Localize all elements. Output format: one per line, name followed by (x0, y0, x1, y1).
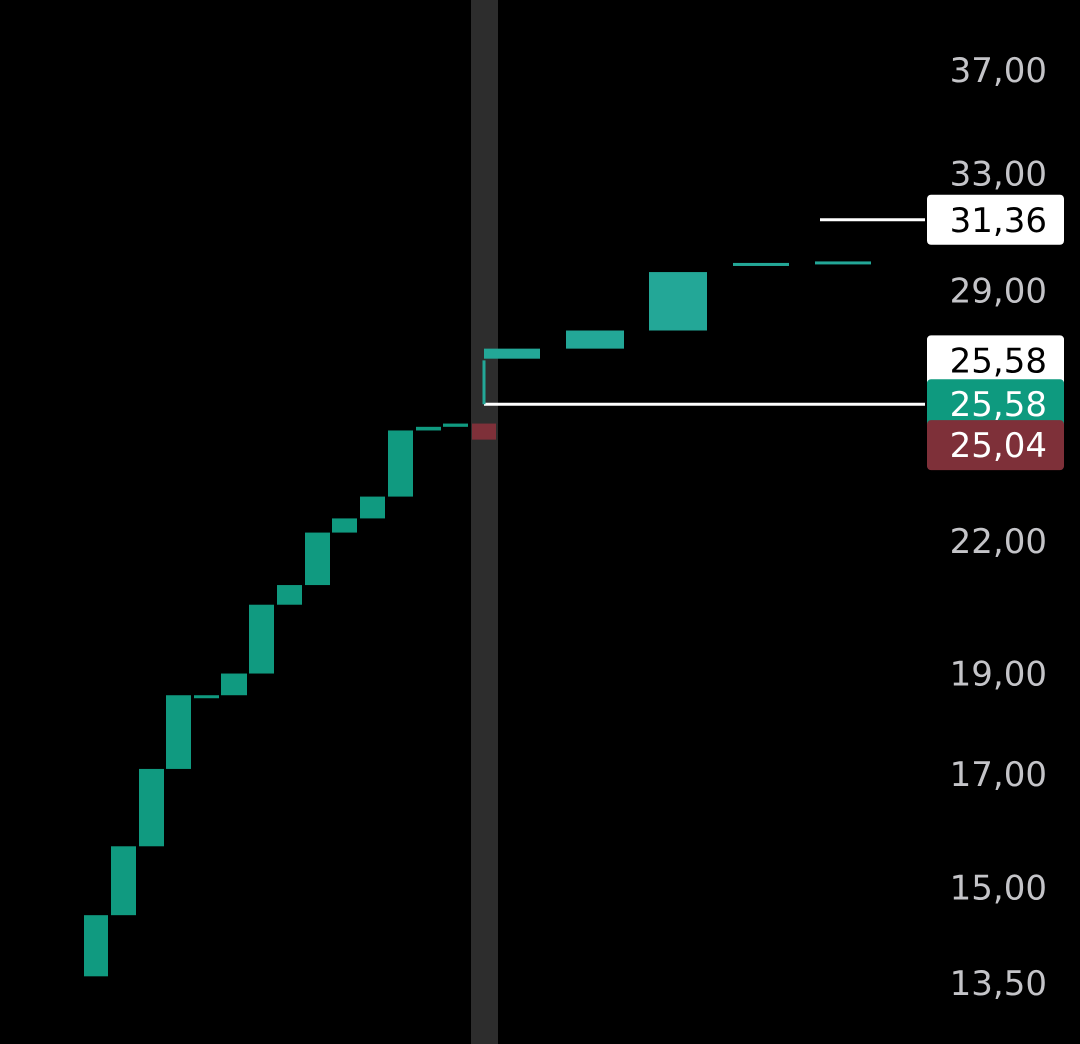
y-tick-label: 19,00 (950, 655, 1047, 695)
candle[interactable] (84, 915, 108, 977)
price-badge-green (927, 379, 1064, 430)
candle[interactable] (332, 518, 357, 533)
y-tick-label: 17,00 (950, 755, 1047, 795)
candle-projected[interactable] (815, 261, 871, 265)
candle-highlighted[interactable] (472, 423, 496, 440)
y-tick-label: 29,00 (950, 272, 1047, 312)
price-badge-red (927, 420, 1064, 471)
candle[interactable] (360, 496, 385, 519)
candles-layer (84, 261, 871, 977)
candle[interactable] (139, 768, 164, 847)
y-tick-label: 22,00 (950, 522, 1047, 562)
y-axis: 37,00 33,00 29,00 22,00 19,00 17,00 15,00 13,50 (950, 51, 1047, 1004)
candle[interactable] (249, 604, 274, 674)
candle-projected[interactable] (649, 272, 707, 331)
candle[interactable] (443, 423, 468, 427)
price-badge-label: 25,04 (950, 426, 1047, 466)
candle[interactable] (194, 695, 219, 699)
candle[interactable] (221, 673, 247, 696)
y-tick-label: 13,50 (950, 964, 1047, 1004)
candle[interactable] (111, 846, 136, 916)
candle[interactable] (305, 532, 330, 586)
price-badge-white (927, 335, 1064, 386)
candle[interactable] (166, 695, 191, 769)
price-badge-label: 31,36 (950, 201, 1047, 241)
candle-projected[interactable] (484, 348, 540, 359)
candle-projected[interactable] (733, 262, 789, 266)
y-tick-label: 15,00 (950, 869, 1047, 909)
y-tick-label: 33,00 (950, 155, 1047, 195)
candle[interactable] (416, 426, 441, 431)
price-lines-layer (482, 218, 925, 406)
crosshair-cursor-band (471, 0, 498, 1044)
candle[interactable] (388, 430, 413, 497)
candle[interactable] (277, 585, 302, 605)
candle-projected[interactable] (566, 330, 624, 349)
y-tick-label: 37,00 (950, 51, 1047, 91)
price-badge-label: 25,58 (950, 385, 1047, 425)
price-badge-white (927, 194, 1064, 245)
price-badge-label: 25,58 (950, 341, 1047, 381)
